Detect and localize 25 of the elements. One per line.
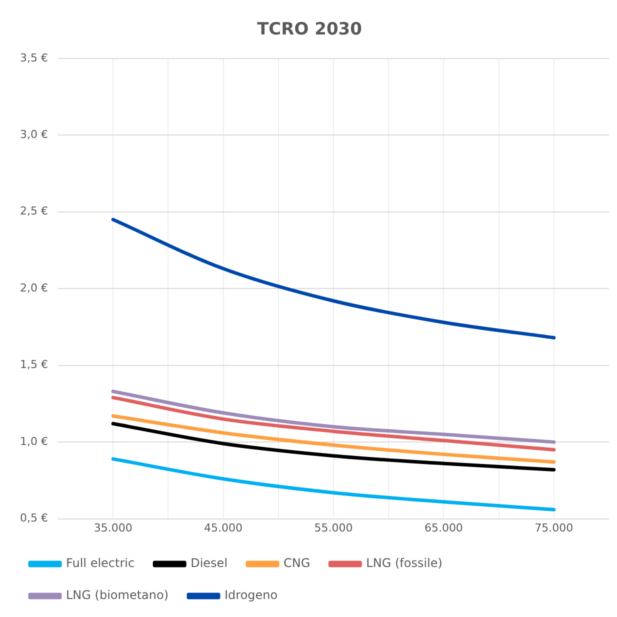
x-tick-label: 45.000 <box>204 521 243 534</box>
x-tick-label: 75.000 <box>534 521 574 534</box>
legend-label: Full electric <box>66 556 135 570</box>
x-tick-label: 35.000 <box>94 521 132 534</box>
y-tick-label: 1,0 € <box>20 434 48 448</box>
legend-label: Diesel <box>190 556 228 570</box>
line-series <box>111 390 556 444</box>
y-tick-label: 3,0 € <box>20 128 48 141</box>
legend-label: LNG (biometano) <box>66 588 169 602</box>
line-series <box>111 218 556 340</box>
line-series <box>111 422 556 472</box>
y-tick-label: 2,5 € <box>20 204 48 218</box>
x-tick-label: 65.000 <box>424 521 463 534</box>
legend-label: Idrogeno <box>224 588 278 602</box>
y-tick-label: 2,0 € <box>20 281 48 294</box>
y-tick-label: 0,5 € <box>20 512 48 525</box>
line-series <box>111 457 556 512</box>
y-tick-label: 3,5 € <box>20 51 48 64</box>
legend-label: LNG (fossile) <box>366 556 442 570</box>
chart-title: TCRO 2030 <box>257 20 362 40</box>
legend-label: CNG <box>284 556 310 570</box>
x-tick-label: 55.000 <box>314 521 353 534</box>
y-tick-label: 1,5 € <box>20 358 48 372</box>
line-series <box>111 414 556 464</box>
line-series <box>111 396 556 452</box>
